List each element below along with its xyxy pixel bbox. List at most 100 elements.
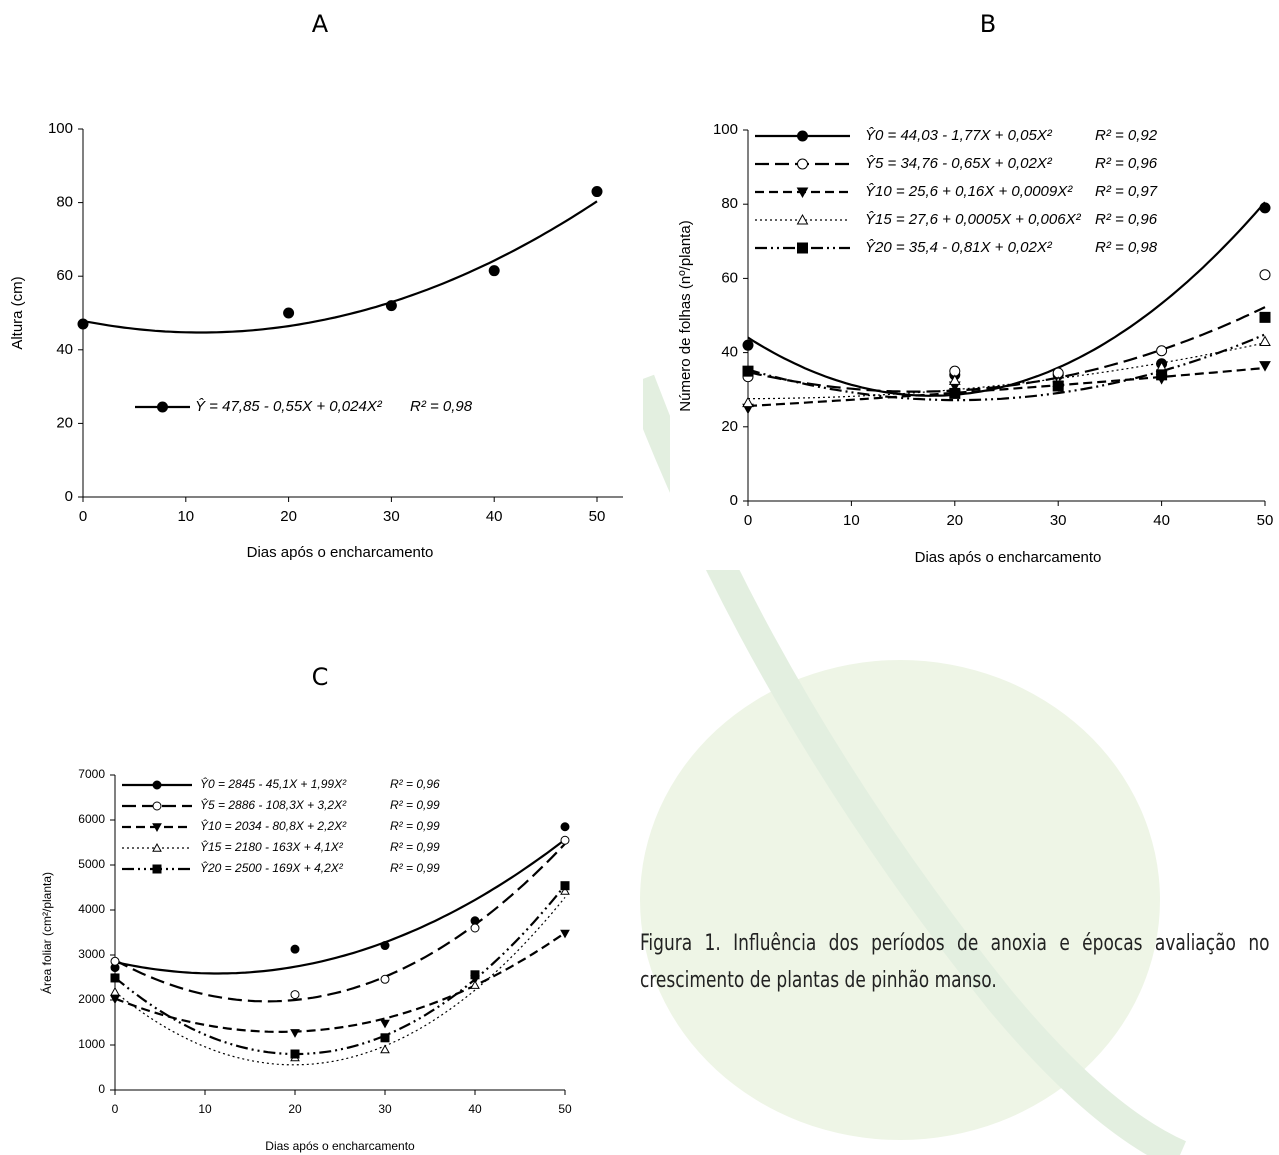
- legend-r2: R² = 0,98: [410, 398, 473, 415]
- chart-title: B: [980, 10, 996, 38]
- y-tick-label: 20: [56, 414, 73, 431]
- fit-curve: [747, 306, 1266, 393]
- x-tick-label: 0: [79, 508, 87, 525]
- legend-r2: R² = 0,99: [390, 798, 440, 812]
- fit-curve: [114, 884, 566, 1056]
- legend-label: Ŷ15 = 2180 - 163X + 4,1X²: [200, 839, 344, 854]
- panel-bg: [0, 90, 643, 570]
- point: [560, 886, 570, 895]
- point: [380, 1019, 390, 1029]
- legend-r2: R² = 0,98: [1095, 239, 1158, 256]
- point: [948, 374, 961, 385]
- y-axis-title: Área foliar (cm²/planta): [39, 872, 54, 994]
- legend-r2: R² = 0,96: [1095, 155, 1158, 172]
- x-tick-label: 30: [383, 508, 400, 525]
- x-tick-label: 50: [1257, 512, 1274, 529]
- y-tick-label: 7000: [78, 767, 105, 781]
- point: [470, 923, 480, 933]
- point: [1259, 335, 1271, 346]
- x-tick-label: 0: [744, 512, 752, 529]
- y-tick-label: 80: [56, 194, 73, 211]
- legend-r2: R² = 0,99: [390, 819, 440, 833]
- x-axis-title: Dias após o encharcamento: [265, 1139, 415, 1153]
- point: [110, 956, 120, 966]
- point: [1259, 361, 1271, 372]
- y-tick-label: 40: [721, 344, 738, 361]
- y-tick-label: 100: [48, 120, 73, 137]
- y-tick-label: 5000: [78, 857, 105, 871]
- point: [1156, 369, 1168, 381]
- x-tick-label: 50: [558, 1102, 572, 1116]
- fit-curve: [114, 838, 566, 975]
- point: [290, 990, 300, 1000]
- x-tick-label: 40: [468, 1102, 482, 1116]
- point: [290, 944, 300, 954]
- fit-curve: [747, 366, 1266, 408]
- legend-r2: R² = 0,97: [1095, 183, 1158, 200]
- point: [796, 187, 809, 199]
- point: [380, 1044, 390, 1054]
- legend-label: Ŷ5 = 34,76 - 0,65X + 0,02X²: [865, 155, 1053, 172]
- y-tick-label: 6000: [78, 812, 105, 826]
- y-tick-label: 60: [721, 269, 738, 286]
- y-tick-label: 4000: [78, 902, 105, 916]
- y-tick-label: 60: [56, 267, 73, 284]
- point: [157, 401, 168, 413]
- point: [488, 265, 500, 277]
- x-tick-label: 20: [946, 512, 963, 529]
- point: [470, 980, 480, 989]
- legend-r2: R² = 0,96: [1095, 211, 1158, 228]
- legend-r2: R² = 0,92: [1095, 127, 1158, 144]
- x-axis-title: Dias após o encharcamento: [247, 544, 434, 561]
- y-tick-label: 80: [721, 195, 738, 212]
- fit-curve: [114, 843, 566, 1003]
- point: [591, 186, 603, 198]
- legend-label: Ŷ10 = 2034 - 80,8X + 2,2X²: [200, 818, 347, 833]
- y-tick-label: 0: [98, 1082, 105, 1096]
- point: [290, 1029, 300, 1038]
- fit-curve: [82, 200, 598, 334]
- point: [797, 158, 808, 170]
- point: [110, 973, 120, 983]
- point: [283, 307, 295, 319]
- x-tick-label: 30: [1050, 512, 1067, 529]
- point: [1259, 269, 1271, 281]
- y-axis-title: Altura (cm): [9, 276, 26, 349]
- chart-title: A: [312, 10, 329, 38]
- point: [380, 941, 390, 951]
- legend-label: Ŷ = 47,85 - 0,55X + 0,024X²: [195, 398, 383, 415]
- point: [152, 801, 162, 811]
- y-tick-label: 20: [721, 418, 738, 435]
- y-tick-label: 1000: [78, 1037, 105, 1051]
- point: [560, 835, 570, 845]
- x-tick-label: 10: [177, 508, 194, 525]
- legend-label: Ŷ20 = 35,4 - 0,81X + 0,02X²: [865, 239, 1053, 256]
- x-tick-label: 30: [378, 1102, 392, 1116]
- point: [152, 780, 162, 790]
- point: [1156, 345, 1168, 357]
- point: [152, 842, 162, 852]
- point: [742, 339, 754, 351]
- point: [110, 986, 120, 996]
- y-tick-label: 0: [65, 488, 73, 505]
- fit-curve: [747, 333, 1266, 402]
- y-axis-title: Número de folhas (nº/planta): [677, 220, 694, 411]
- legend-label: Ŷ20 = 2500 - 169X + 4,2X²: [200, 860, 344, 875]
- point: [290, 1049, 300, 1059]
- legend-r2: R² = 0,99: [390, 840, 440, 854]
- y-tick-label: 100: [713, 121, 738, 138]
- point: [380, 974, 390, 984]
- legend-label: Ŷ15 = 27,6 + 0,0005X + 0,006X²: [865, 211, 1082, 228]
- point: [742, 396, 754, 408]
- point: [797, 130, 808, 142]
- fit-curve: [114, 897, 566, 1066]
- y-tick-label: 0: [730, 492, 738, 509]
- point: [797, 242, 808, 254]
- x-tick-label: 50: [589, 508, 606, 525]
- x-tick-label: 40: [1153, 512, 1170, 529]
- x-axis-title: Dias após o encharcamento: [915, 549, 1102, 566]
- point: [380, 1033, 390, 1043]
- point: [1259, 311, 1271, 323]
